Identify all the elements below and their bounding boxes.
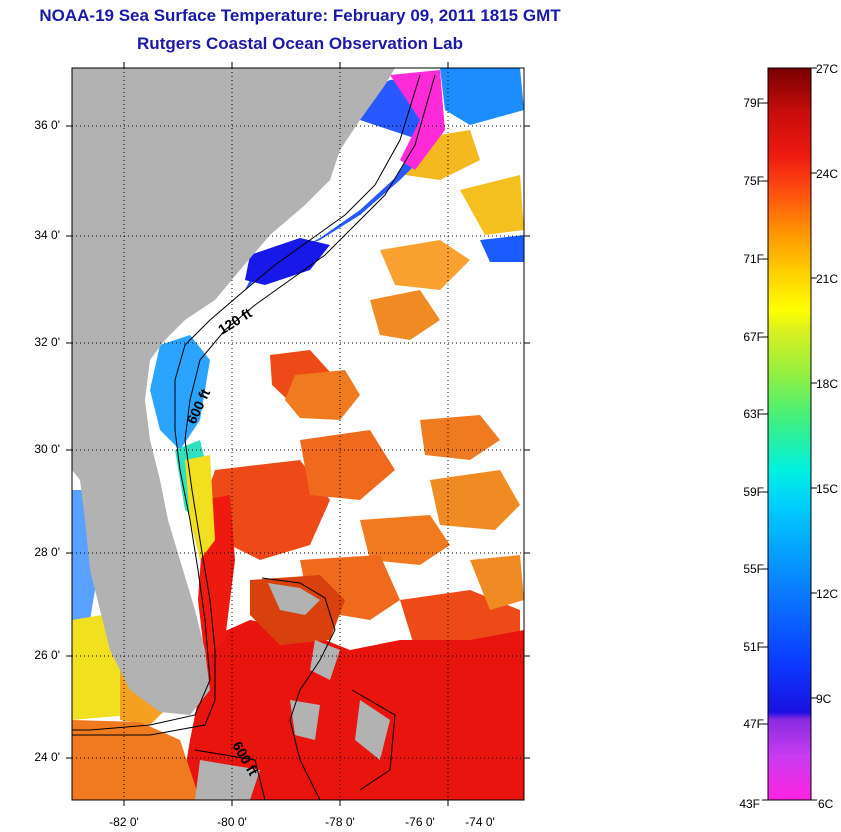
colorbar-fahrenheit-label: 55F [743,562,764,576]
map-subtitle: Rutgers Coastal Ocean Observation Lab [137,34,463,53]
colorbar-fahrenheit-label: 47F [743,717,764,731]
colorbar-fahrenheit-label: 79F [743,96,764,110]
colorbar-fahrenheit-label: 51F [743,640,764,654]
longitude-labels: -82 0' -80 0' -78 0' -76 0' -74 0' [109,815,495,829]
colorbar-fahrenheit-label: 63F [743,407,764,421]
frame-ticks [66,62,530,806]
colorbar-fahrenheit-label: 59F [743,485,764,499]
colorbar-celsius-label: 15C [816,482,838,496]
lat-label: 26 0' [34,648,60,662]
lat-label: 34 0' [34,228,60,242]
lon-label: -76 0' [405,815,435,829]
colorbar-fahrenheit-label: 71F [743,252,764,266]
colorbar-celsius-label: 9C [816,692,832,706]
bathymetry-contours [72,74,436,800]
lat-label: 28 0' [34,545,60,559]
map-panel: 120 ft 600 ft 600 ft [72,68,524,800]
grid-lines [72,68,524,800]
bahamas-islands [195,583,390,800]
colorbar-fahrenheit-label: 75F [743,174,764,188]
colorbar-celsius-label: 21C [816,272,838,286]
temperature-colorbar: 27C 24C 21C 18C 15C 12C 9C 6C 79F 75F 71… [739,62,838,811]
lat-label: 36 0' [34,118,60,132]
sst-hot-region [180,495,524,800]
colorbar-celsius-label: 24C [816,167,838,181]
lon-label: -74 0' [465,815,495,829]
sst-coastal-cold-band [150,68,524,560]
colorbar-celsius-label: 27C [816,62,838,76]
latitude-labels: 24 0' 26 0' 28 0' 30 0' 32 0' 34 0' 36 0… [34,118,60,764]
lon-label: -80 0' [217,815,247,829]
colorbar-fahrenheit-label: 43F [739,797,760,811]
lat-label: 30 0' [34,442,60,456]
lon-label: -78 0' [325,815,355,829]
lat-label: 24 0' [34,750,60,764]
colorbar-gradient [767,67,812,801]
colorbar-celsius-label: 12C [816,587,838,601]
colorbar-ticks [762,67,817,801]
colorbar-fahrenheit-label: 67F [743,330,764,344]
lon-label: -82 0' [109,815,139,829]
colorbar-celsius-label: 18C [816,377,838,391]
lat-label: 32 0' [34,335,60,349]
map-frame [71,67,525,801]
colorbar-celsius-label: 6C [818,797,834,811]
map-title: NOAA-19 Sea Surface Temperature: Februar… [39,6,561,25]
